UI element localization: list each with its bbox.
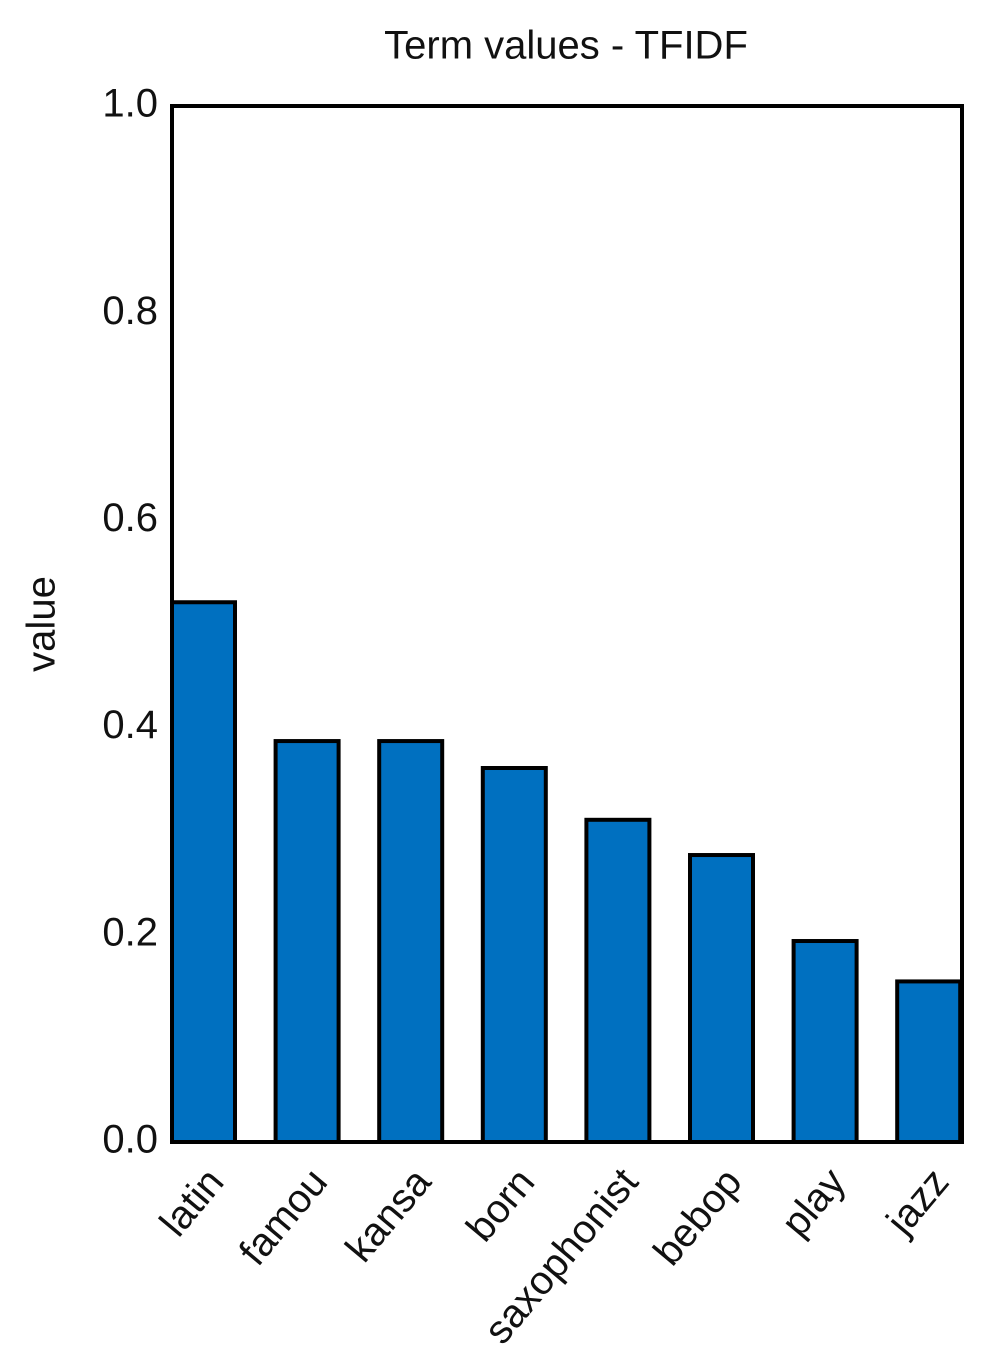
y-tick-label: 0.0	[102, 1118, 158, 1162]
bar	[791, 939, 859, 1144]
y-tick-label: 1.0	[102, 82, 158, 126]
bar	[688, 853, 755, 1144]
bar	[895, 979, 963, 1144]
bar	[273, 739, 341, 1144]
y-tick-label: 0.6	[102, 496, 158, 540]
x-tick-label: born	[458, 1160, 543, 1250]
x-tick-label: play	[773, 1160, 854, 1245]
bar	[377, 739, 445, 1144]
y-tick-label: 0.8	[102, 289, 158, 333]
x-tick-label: bebop	[645, 1160, 750, 1273]
chart-title: Term values - TFIDF	[384, 24, 748, 68]
x-tick-label: latin	[152, 1160, 233, 1245]
x-tick-label: kansa	[337, 1160, 440, 1271]
x-tick-label: famou	[231, 1160, 336, 1273]
y-tick-label: 0.4	[102, 703, 158, 747]
bar	[584, 817, 652, 1145]
y-tick-label: 0.2	[102, 910, 158, 954]
bar	[480, 766, 548, 1145]
x-tick-label: jazz	[878, 1160, 958, 1244]
bar	[170, 600, 237, 1144]
plot-frame	[170, 104, 964, 1144]
y-axis-label: value	[20, 576, 64, 672]
